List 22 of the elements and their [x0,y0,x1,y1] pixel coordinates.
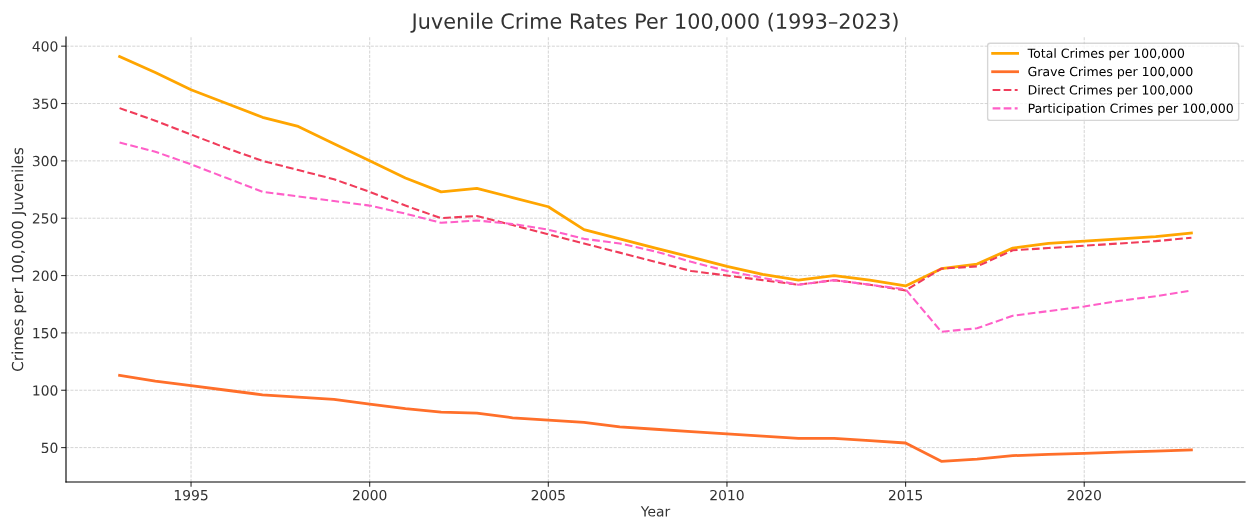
line-series [118,373,1193,463]
y-tick-label: 300 [32,155,58,167]
legend-label: Participation Crimes per 100,000 [1028,103,1233,116]
chart-title: Juvenile Crime Rates Per 100,000 (1993–2023) [410,12,898,33]
legend-label: Grave Crimes per 100,000 [1028,66,1193,79]
x-tick-label: 1995 [174,489,208,501]
x-tick-label: 2015 [888,489,923,501]
x-tick-label: 2020 [1067,489,1101,501]
x-tick-label: 2010 [710,489,744,501]
legend-label: Direct Crimes per 100,000 [1028,84,1193,98]
y-axis-title: Crimes per 100,000 Juveniles [11,147,27,371]
y-tick-label: 400 [32,41,58,52]
legend-label: Total Crimes per 100,000 [1027,48,1185,61]
x-tick-label: 2000 [353,489,387,501]
y-tick-label: 50 [41,442,58,454]
y-tick-label: 100 [33,385,58,396]
y-tick-label: 250 [32,213,58,224]
y-tick-label: 200 [32,270,58,282]
y-tick-label: 350 [32,98,58,109]
x-axis-title: Year [640,506,671,517]
x-tick-label: 2005 [531,489,565,501]
y-tick-label: 150 [33,327,58,339]
